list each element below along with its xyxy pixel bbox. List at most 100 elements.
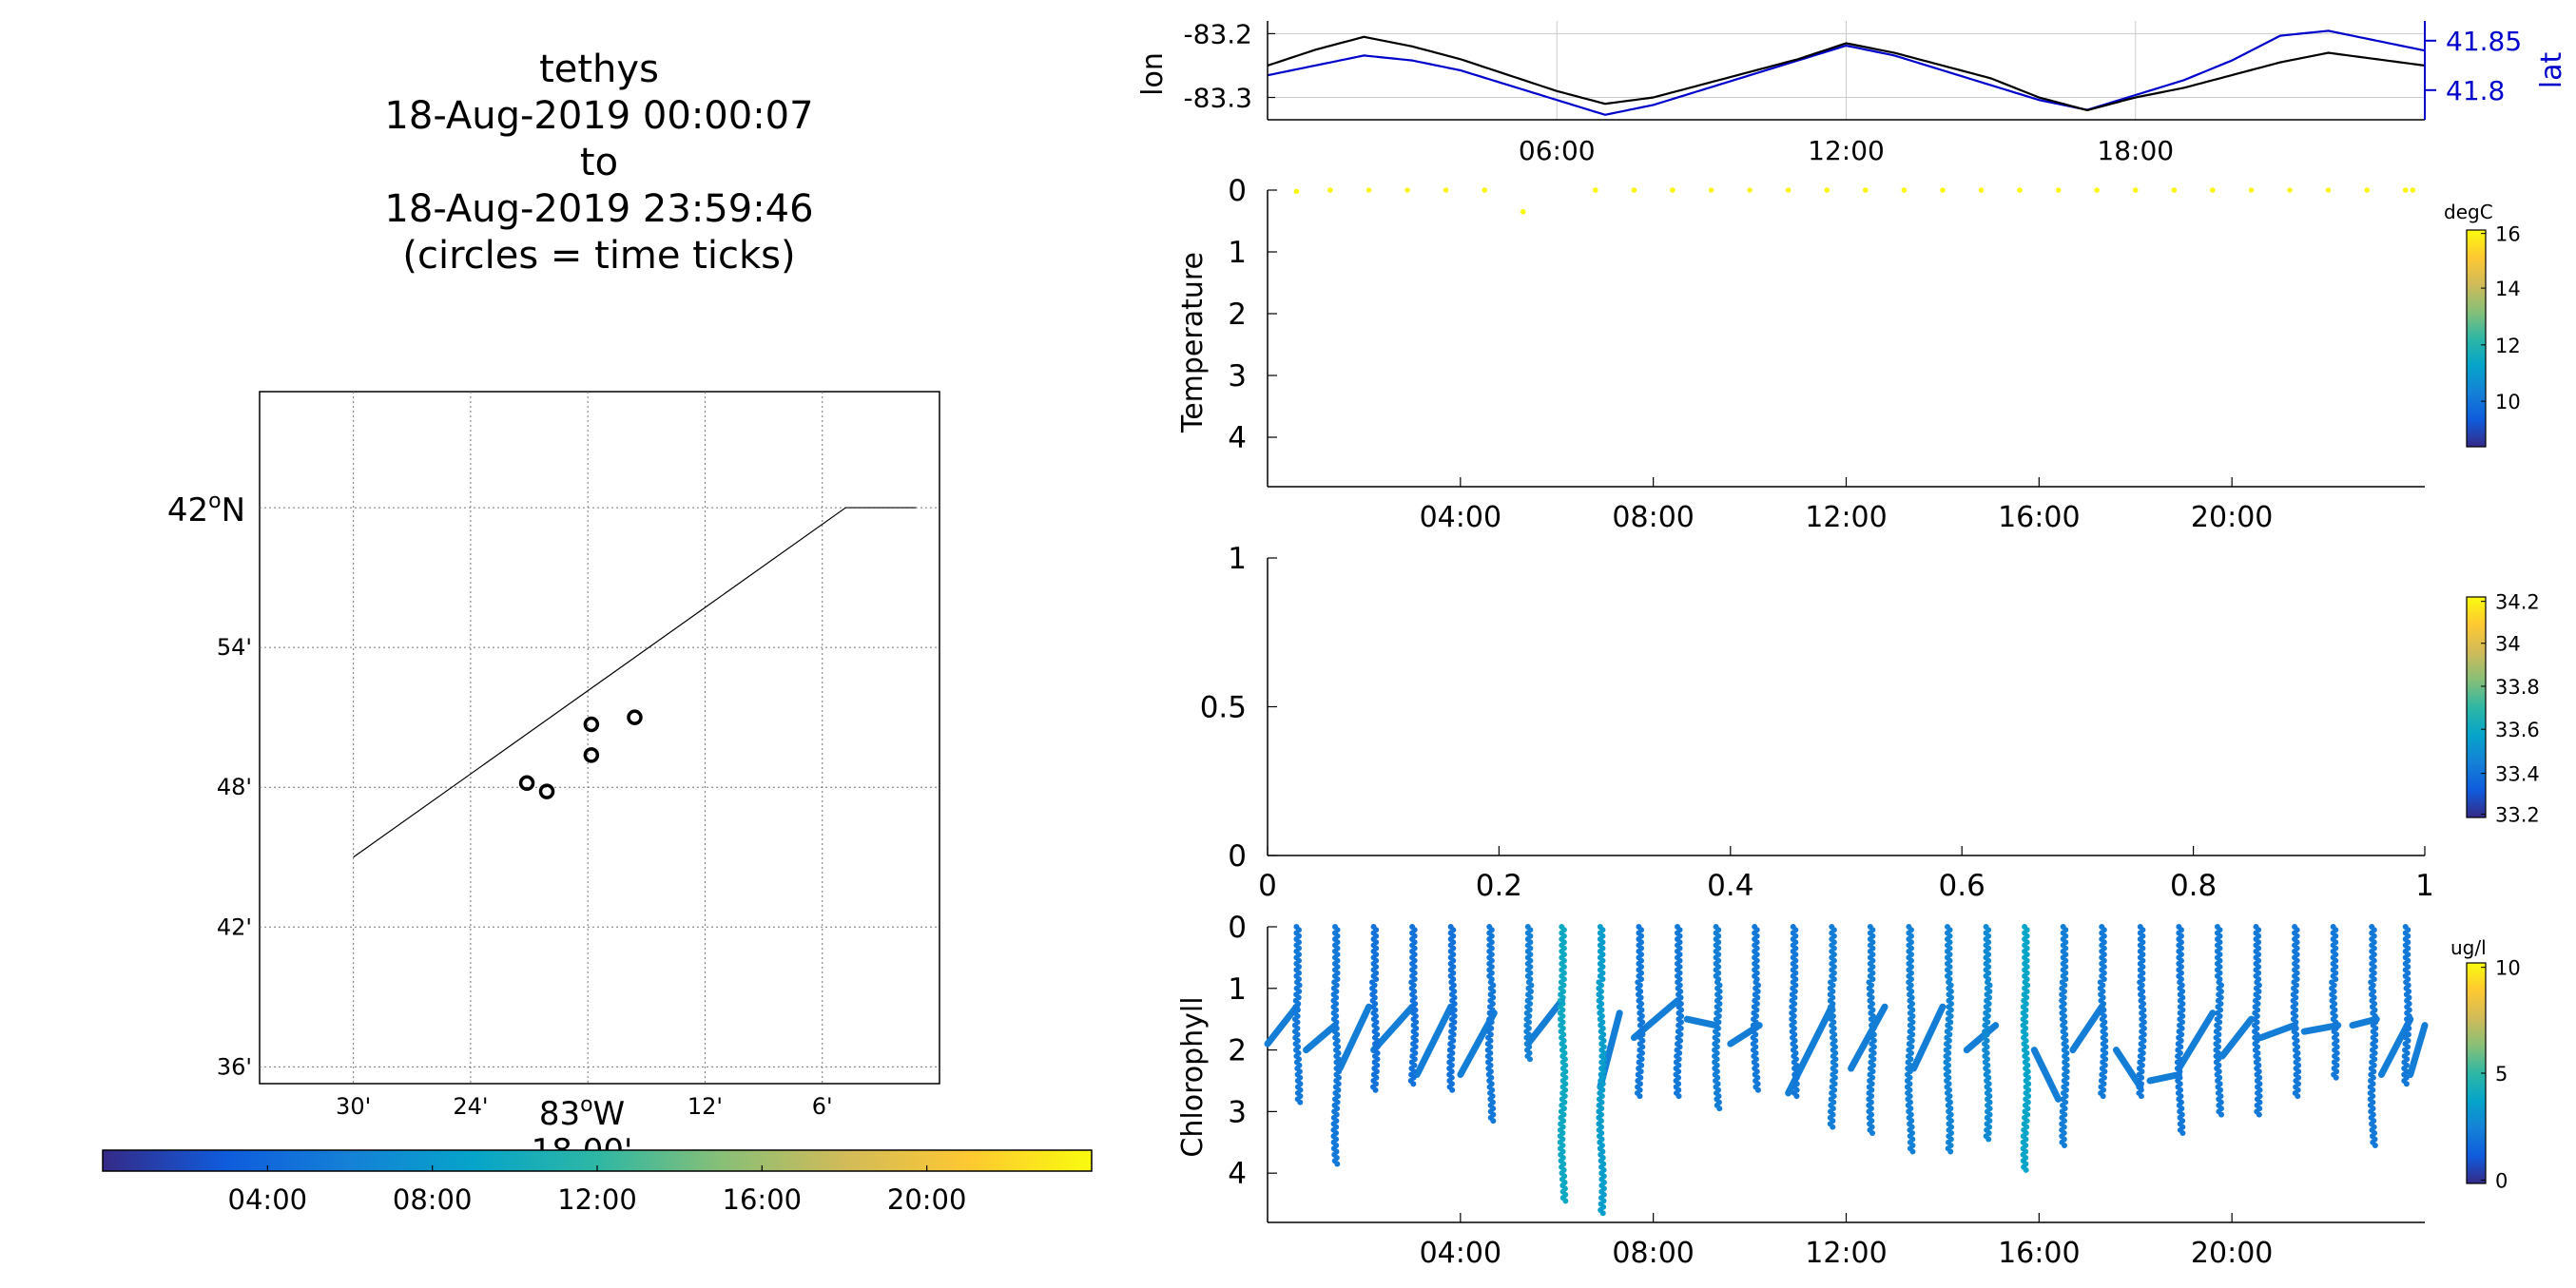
temperature-point <box>1747 187 1753 193</box>
chlorophyll-colorbar-tick-label: 0 <box>2495 1170 2508 1193</box>
salinity-colorbar-bar <box>2466 596 2487 818</box>
chlorophyll-point <box>1490 1118 1497 1125</box>
chlorophyll-tow-segment <box>1264 1003 1300 1048</box>
temperature-colorbar-tick-label: 12 <box>2495 335 2521 357</box>
temperature-y-tick-label: 1 <box>1228 236 1247 270</box>
chlorophyll-colorbar-unit: ug/l <box>2450 936 2487 959</box>
temperature-point <box>1293 188 1300 195</box>
map-title: tethys 18-Aug-2019 00:00:07 to 18-Aug-20… <box>384 48 813 278</box>
position-right-tick-label: 41.85 <box>2446 26 2522 57</box>
map-title-line-5: (circles = time ticks) <box>402 234 795 278</box>
temperature-point <box>2055 187 2062 193</box>
temperature-y-tick-label: 3 <box>1228 359 1247 394</box>
map-xlabel-degree: o <box>580 1093 592 1117</box>
position-lon-line <box>1267 35 2426 112</box>
map-lat-value: 42 <box>167 491 208 529</box>
chlorophyll-tow-segment <box>1413 1003 1455 1078</box>
map-lat-hemisphere: N <box>222 491 245 529</box>
chlorophyll-ylabel: Chlorophyll <box>1176 996 1210 1157</box>
temperature-point <box>1862 187 1869 193</box>
temperature-point <box>1404 187 1410 193</box>
chlorophyll-y-tick-label: 4 <box>1228 1157 1247 1191</box>
position-x-tick-label: 18:00 <box>2097 135 2174 166</box>
chlorophyll-point <box>1947 1148 1954 1155</box>
time-colorbar: 04:00 08:00 12:00 16:00 20:00 <box>102 1149 1093 1216</box>
salinity-x-tick-label: 0.4 <box>1707 869 1753 903</box>
map-frame <box>259 391 940 1085</box>
chlorophyll-point <box>2333 1074 2339 1081</box>
temperature-x-tick-label: 16:00 <box>1998 501 2080 534</box>
temperature-colorbar: 16 14 12 10 <box>2466 223 2521 448</box>
salinity-colorbar-tick-label: 33.8 <box>2495 676 2540 699</box>
chlorophyll-x-tick-label: 08:00 <box>1612 1237 1694 1270</box>
temperature-x-tick-label: 08:00 <box>1612 501 1694 534</box>
chlorophyll-point <box>1830 1124 1836 1130</box>
map-lon-label: 30' <box>336 1093 371 1120</box>
chlorophyll-x-tick-label: 12:00 <box>1805 1237 1887 1270</box>
map-coastline <box>353 507 917 858</box>
time-colorbar-tick-label: 08:00 <box>393 1183 473 1216</box>
salinity-colorbar-tick-label: 33.6 <box>2495 719 2540 741</box>
temperature-point <box>1978 187 1985 193</box>
temperature-point <box>2210 187 2216 193</box>
temperature-y-tick-label: 0 <box>1228 174 1247 208</box>
chlorophyll-colorbar: 10 5 0 <box>2466 957 2521 1193</box>
temperature-point <box>2410 187 2416 193</box>
temperature-point <box>1785 187 1792 193</box>
position-lat-label: lat <box>2535 52 2568 89</box>
chlorophyll-point <box>1373 976 1380 983</box>
map-lat-label: 54' <box>217 634 252 661</box>
salinity-x-tick-label: 0.8 <box>2170 869 2217 903</box>
chlorophyll-point <box>1869 1130 1876 1137</box>
temperature-point <box>1631 187 1637 193</box>
map-xlabel-hemisphere: W <box>593 1095 626 1133</box>
salinity-x-tick-label: 0.2 <box>1476 869 1522 903</box>
temperature-point <box>1708 187 1714 193</box>
chlorophyll-tow-segment <box>2377 1015 2414 1078</box>
chlorophyll-y-tick-label: 1 <box>1228 972 1247 1007</box>
svg-text:83oW: 83oW <box>539 1093 625 1133</box>
temperature-point <box>2094 187 2100 193</box>
chlorophyll-tow-segment <box>2407 1022 2429 1078</box>
chlorophyll-y-tick-label: 0 <box>1228 911 1247 945</box>
chlorophyll-point <box>1526 1056 1533 1063</box>
salinity-x-tick-label: 0.6 <box>1939 869 1985 903</box>
chlorophyll-point <box>1716 1105 1723 1112</box>
chlorophyll-point <box>2062 1143 2068 1149</box>
map-title-line-4: 18-Aug-2019 23:59:46 <box>384 187 813 231</box>
temperature-point <box>1901 187 1908 193</box>
temperature-ylabel: Temperature <box>1176 252 1210 433</box>
chlorophyll-y-tick-label: 3 <box>1228 1095 1247 1129</box>
chlorophyll-tow-segment <box>1963 1022 2000 1054</box>
chlorophyll-tow-segment <box>2030 1047 2063 1103</box>
time-colorbar-tick-label: 16:00 <box>723 1183 803 1216</box>
chlorophyll-point <box>2218 1111 2225 1118</box>
chlorophyll-point <box>1637 1093 1643 1100</box>
chlorophyll-tow-segment <box>2069 1003 2105 1054</box>
position-x-tick-label: 12:00 <box>1808 135 1885 166</box>
map-time-circle <box>538 783 555 799</box>
position-right-tick-label: 41.8 <box>2446 75 2505 106</box>
temperature-colorbar-tick-label: 14 <box>2495 278 2521 300</box>
map-time-circle <box>518 775 535 792</box>
temperature-y-tick-label: 2 <box>1228 298 1247 332</box>
map-lat-degree: o <box>208 490 221 513</box>
temperature-point <box>1482 187 1487 193</box>
salinity-colorbar-tick-label: 34.2 <box>2495 591 2540 614</box>
map-time-circle <box>627 709 643 725</box>
salinity-colorbar: 34.2 34 33.8 33.6 33.4 33.2 <box>2466 591 2540 827</box>
chlorophyll-tow-segment <box>1303 1022 1339 1054</box>
temperature-x-tick-label: 20:00 <box>2191 501 2273 534</box>
map-lat-label: 42' <box>217 913 252 940</box>
chlorophyll-point <box>1675 1093 1682 1100</box>
temperature-point <box>1327 187 1333 193</box>
temperature-point <box>2017 187 2023 193</box>
chlorophyll-x-tick-label: 04:00 <box>1420 1237 1501 1270</box>
chlorophyll-point <box>2256 1111 2262 1118</box>
temperature-colorbar-tick-label: 10 <box>2495 391 2521 413</box>
chlorophyll-colorbar-tick-label: 10 <box>2495 957 2521 980</box>
chlorophyll-point <box>2295 1093 2301 1100</box>
temperature-point <box>1940 187 1946 193</box>
